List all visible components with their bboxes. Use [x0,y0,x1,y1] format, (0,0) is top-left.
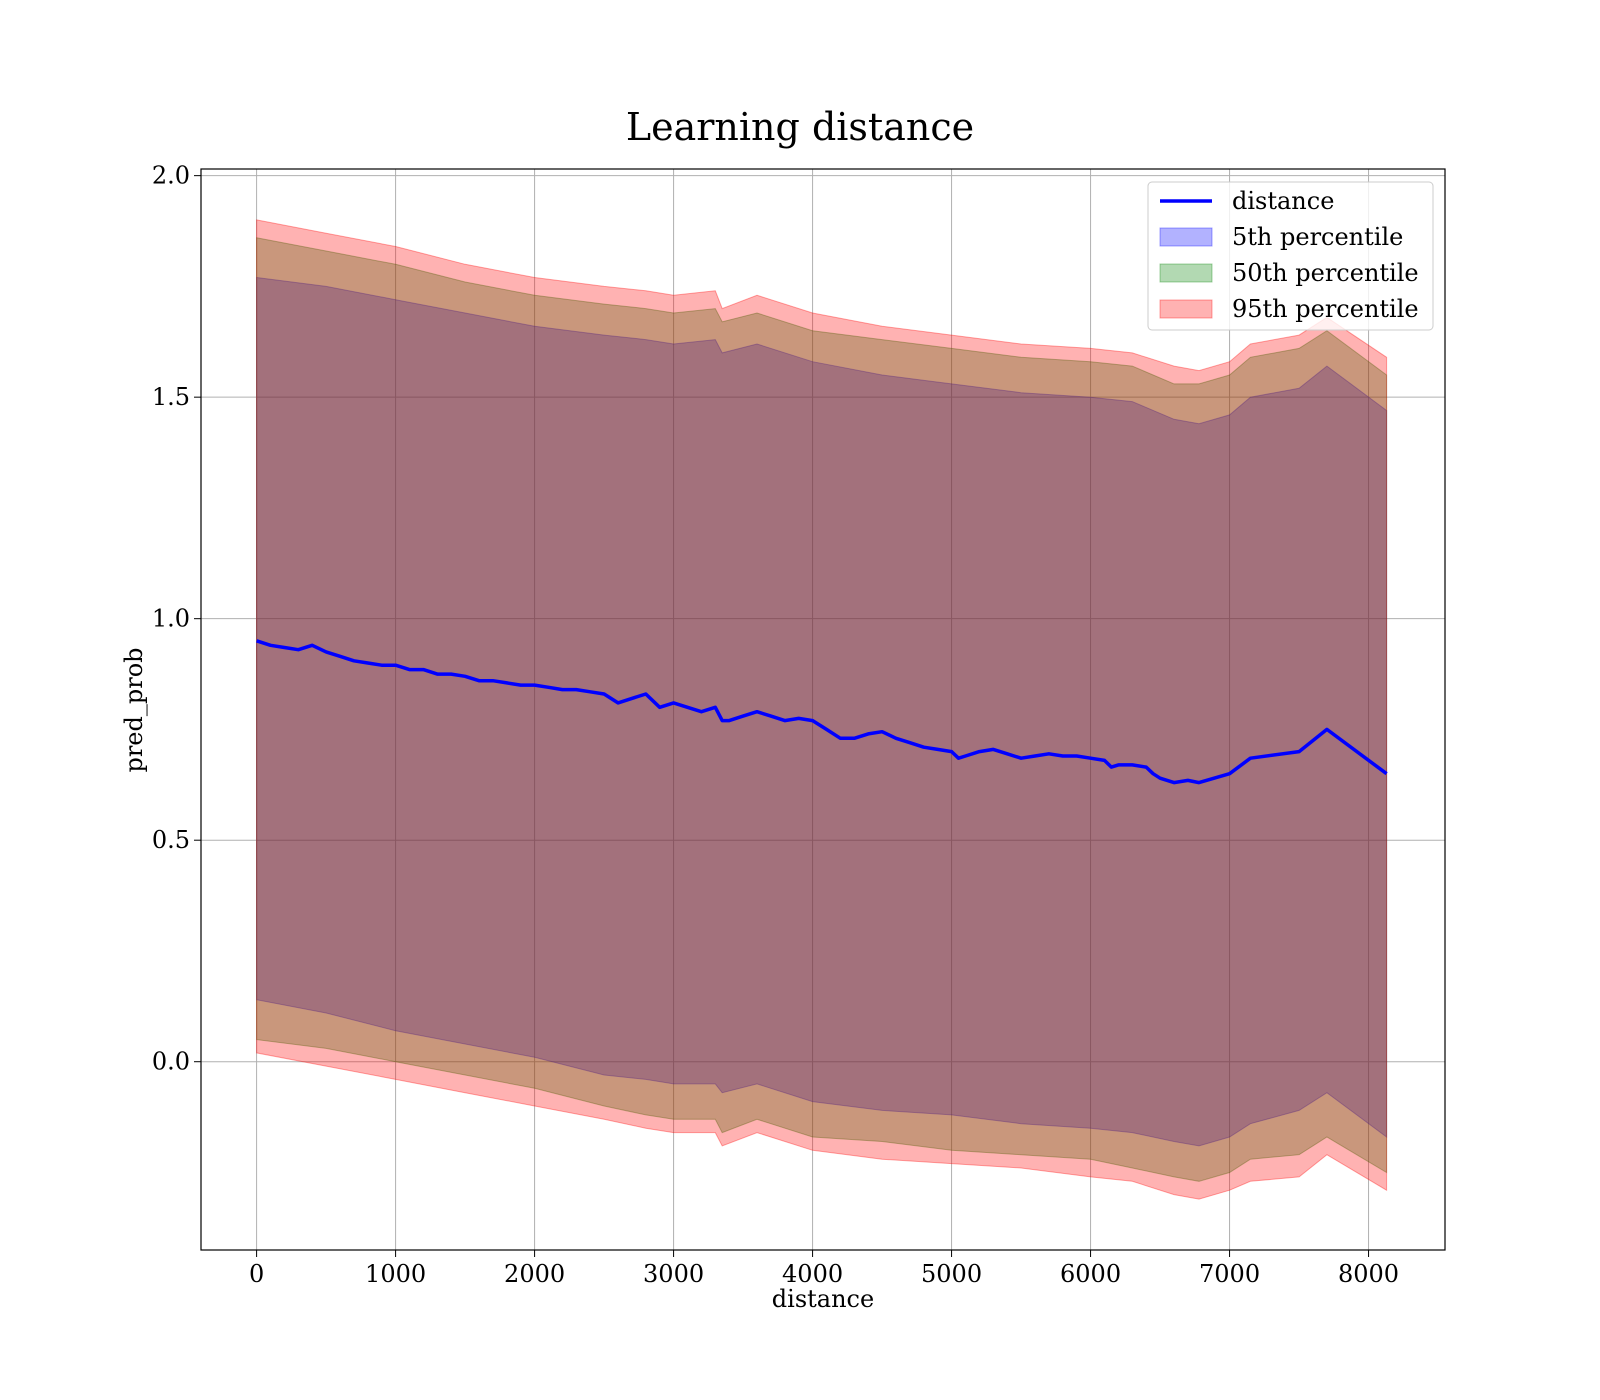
chart-title: Learning distance [626,105,974,149]
x-tick-label-2: 2000 [504,1260,565,1288]
grid [201,169,1445,1250]
y-axis-label: pred_prob [120,647,148,772]
band-50th-percentile [256,237,1388,1182]
band-95th-percentile [256,219,1388,1200]
band-5th-percentile [256,276,1388,1147]
legend-swatch-3 [1159,299,1213,319]
legend-label-0: distance [1232,187,1334,215]
legend-swatch-2 [1159,263,1213,283]
legend-box [1147,181,1434,331]
y-tick-label-1: 0.5 [152,826,190,854]
x-tick-label-6: 6000 [1060,1260,1121,1288]
x-tick-label-1: 1000 [365,1260,426,1288]
x-tick-label-5: 5000 [921,1260,982,1288]
x-tick-label-7: 7000 [1199,1260,1260,1288]
y-tick-label-3: 1.5 [152,383,190,411]
y-tick-label-0: 0.0 [152,1048,190,1076]
y-axis-ticks: 0.0 0.5 1.0 1.5 2.0 [152,162,201,1076]
x-tick-label-0: 0 [249,1260,264,1288]
legend-label-1: 5th percentile [1232,223,1403,251]
legend-swatch-1 [1159,227,1213,247]
series-line-distance [256,639,1388,785]
x-tick-label-8: 8000 [1338,1260,1399,1288]
x-tick-label-4: 4000 [782,1260,843,1288]
plot-frame [200,168,1446,1251]
legend: distance 5th percentile 50th percentile 95t… [1147,181,1434,331]
x-axis-label: distance [772,1285,874,1313]
percentile-bands [256,219,1388,1200]
y-tick-label-4: 2.0 [152,162,190,190]
distance-line-layer [256,639,1388,785]
legend-label-3: 95th percentile [1232,295,1419,323]
y-tick-label-2: 1.0 [152,605,190,633]
legend-label-2: 50th percentile [1232,259,1419,287]
x-axis-ticks: 0 1000 2000 3000 4000 5000 6000 7000 8000 [249,1250,1399,1288]
x-tick-label-3: 3000 [643,1260,704,1288]
